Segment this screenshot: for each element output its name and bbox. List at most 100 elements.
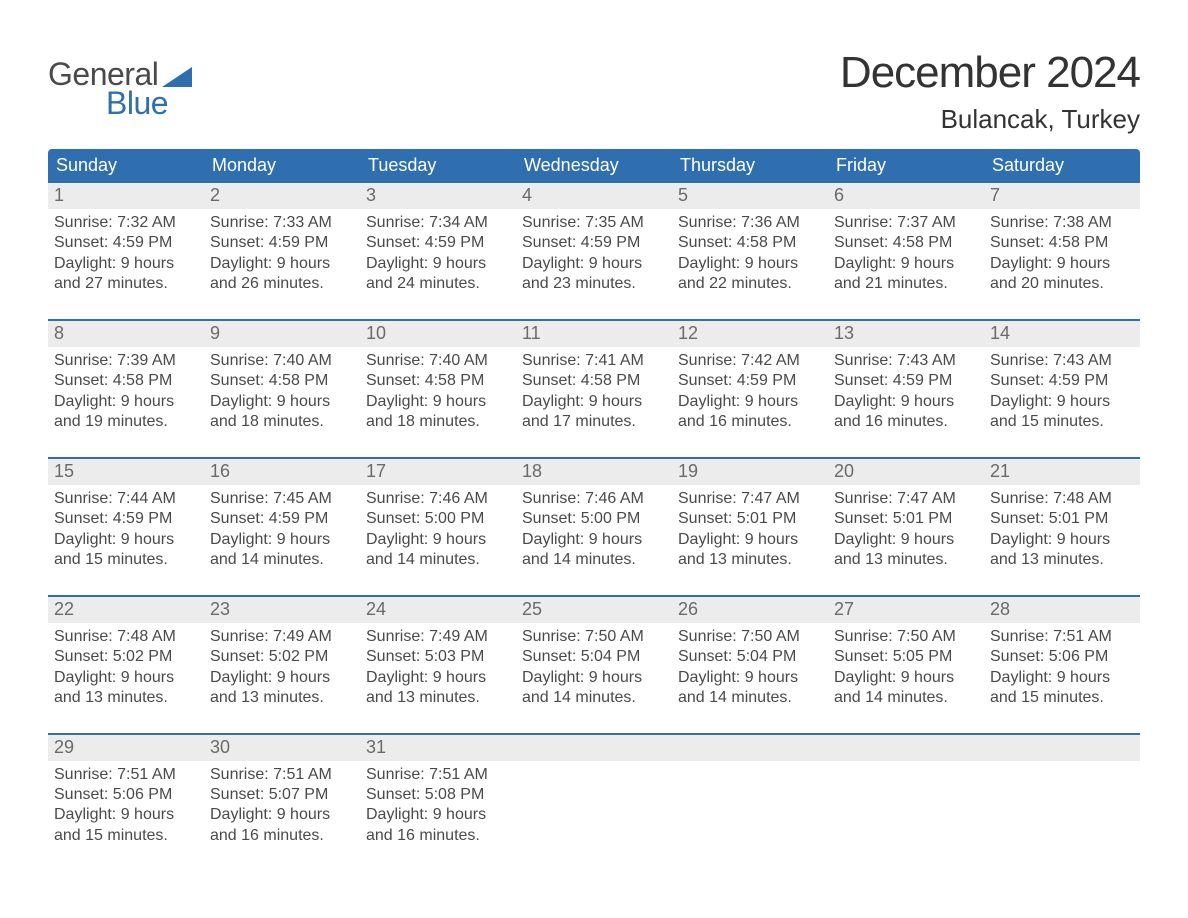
daylight-text: Daylight: 9 hours [210, 392, 354, 412]
sunrise-text: Sunrise: 7:35 AM [522, 213, 666, 233]
sunset-text: Sunset: 4:59 PM [990, 371, 1134, 391]
sunrise-text: Sunrise: 7:50 AM [522, 627, 666, 647]
daylight-text: and 19 minutes. [54, 412, 198, 432]
calendar-day-cell: 19Sunrise: 7:47 AMSunset: 5:01 PMDayligh… [672, 459, 828, 571]
sunset-text: Sunset: 4:58 PM [366, 371, 510, 391]
calendar-week-row: 1Sunrise: 7:32 AMSunset: 4:59 PMDaylight… [48, 183, 1140, 295]
sunrise-text: Sunrise: 7:43 AM [834, 351, 978, 371]
daylight-text: Daylight: 9 hours [990, 668, 1134, 688]
calendar-day-cell: 4Sunrise: 7:35 AMSunset: 4:59 PMDaylight… [516, 183, 672, 295]
day-details: Sunrise: 7:37 AMSunset: 4:58 PMDaylight:… [828, 209, 984, 295]
day-number: 24 [360, 597, 516, 623]
daylight-text: Daylight: 9 hours [366, 805, 510, 825]
weekday-header: Sunday [48, 149, 204, 183]
day-details: Sunrise: 7:39 AMSunset: 4:58 PMDaylight:… [48, 347, 204, 433]
calendar-day-cell: 2Sunrise: 7:33 AMSunset: 4:59 PMDaylight… [204, 183, 360, 295]
daylight-text: Daylight: 9 hours [678, 254, 822, 274]
sunset-text: Sunset: 4:59 PM [210, 233, 354, 253]
calendar-day-cell: 16Sunrise: 7:45 AMSunset: 4:59 PMDayligh… [204, 459, 360, 571]
daylight-text: and 14 minutes. [834, 688, 978, 708]
header: General Blue December 2024 Bulancak, Tur… [48, 48, 1140, 135]
calendar-day-cell: 15Sunrise: 7:44 AMSunset: 4:59 PMDayligh… [48, 459, 204, 571]
day-number: 16 [204, 459, 360, 485]
day-number: 17 [360, 459, 516, 485]
day-number: 2 [204, 183, 360, 209]
sunset-text: Sunset: 5:06 PM [990, 647, 1134, 667]
sunrise-text: Sunrise: 7:40 AM [366, 351, 510, 371]
calendar-day-cell [516, 735, 672, 847]
day-number [984, 735, 1140, 761]
day-details: Sunrise: 7:35 AMSunset: 4:59 PMDaylight:… [516, 209, 672, 295]
calendar-day-cell: 24Sunrise: 7:49 AMSunset: 5:03 PMDayligh… [360, 597, 516, 709]
daylight-text: Daylight: 9 hours [522, 668, 666, 688]
calendar-week-row: 8Sunrise: 7:39 AMSunset: 4:58 PMDaylight… [48, 319, 1140, 433]
day-details: Sunrise: 7:45 AMSunset: 4:59 PMDaylight:… [204, 485, 360, 571]
day-number: 11 [516, 321, 672, 347]
daylight-text: Daylight: 9 hours [366, 668, 510, 688]
sunrise-text: Sunrise: 7:39 AM [54, 351, 198, 371]
sunrise-text: Sunrise: 7:41 AM [522, 351, 666, 371]
sunrise-text: Sunrise: 7:37 AM [834, 213, 978, 233]
day-details: Sunrise: 7:51 AMSunset: 5:06 PMDaylight:… [48, 761, 204, 847]
calendar-day-cell: 17Sunrise: 7:46 AMSunset: 5:00 PMDayligh… [360, 459, 516, 571]
location-label: Bulancak, Turkey [840, 104, 1140, 135]
calendar-day-cell: 26Sunrise: 7:50 AMSunset: 5:04 PMDayligh… [672, 597, 828, 709]
sunset-text: Sunset: 5:02 PM [54, 647, 198, 667]
sunset-text: Sunset: 4:59 PM [54, 233, 198, 253]
calendar-day-cell: 6Sunrise: 7:37 AMSunset: 4:58 PMDaylight… [828, 183, 984, 295]
daylight-text: Daylight: 9 hours [210, 530, 354, 550]
day-details: Sunrise: 7:42 AMSunset: 4:59 PMDaylight:… [672, 347, 828, 433]
weekday-header: Thursday [672, 149, 828, 183]
daylight-text: and 13 minutes. [678, 550, 822, 570]
sunset-text: Sunset: 5:06 PM [54, 785, 198, 805]
daylight-text: Daylight: 9 hours [678, 530, 822, 550]
logo-word-blue: Blue [106, 85, 168, 122]
sunrise-text: Sunrise: 7:45 AM [210, 489, 354, 509]
day-details: Sunrise: 7:51 AMSunset: 5:07 PMDaylight:… [204, 761, 360, 847]
calendar-day-cell: 5Sunrise: 7:36 AMSunset: 4:58 PMDaylight… [672, 183, 828, 295]
sunset-text: Sunset: 5:04 PM [678, 647, 822, 667]
weekday-header-row: Sunday Monday Tuesday Wednesday Thursday… [48, 149, 1140, 183]
sunrise-text: Sunrise: 7:49 AM [366, 627, 510, 647]
day-number: 20 [828, 459, 984, 485]
calendar-week-row: 15Sunrise: 7:44 AMSunset: 4:59 PMDayligh… [48, 457, 1140, 571]
daylight-text: and 13 minutes. [54, 688, 198, 708]
sunset-text: Sunset: 4:59 PM [678, 371, 822, 391]
sunrise-text: Sunrise: 7:47 AM [834, 489, 978, 509]
title-block: December 2024 Bulancak, Turkey [840, 48, 1140, 135]
daylight-text: and 20 minutes. [990, 274, 1134, 294]
calendar-day-cell: 28Sunrise: 7:51 AMSunset: 5:06 PMDayligh… [984, 597, 1140, 709]
sunset-text: Sunset: 5:05 PM [834, 647, 978, 667]
daylight-text: and 13 minutes. [366, 688, 510, 708]
calendar-day-cell: 14Sunrise: 7:43 AMSunset: 4:59 PMDayligh… [984, 321, 1140, 433]
day-details: Sunrise: 7:40 AMSunset: 4:58 PMDaylight:… [204, 347, 360, 433]
day-number: 15 [48, 459, 204, 485]
daylight-text: and 23 minutes. [522, 274, 666, 294]
page-title: December 2024 [840, 48, 1140, 98]
day-details: Sunrise: 7:34 AMSunset: 4:59 PMDaylight:… [360, 209, 516, 295]
day-number: 29 [48, 735, 204, 761]
day-details: Sunrise: 7:50 AMSunset: 5:04 PMDaylight:… [672, 623, 828, 709]
sunset-text: Sunset: 5:08 PM [366, 785, 510, 805]
daylight-text: Daylight: 9 hours [54, 254, 198, 274]
calendar-day-cell: 25Sunrise: 7:50 AMSunset: 5:04 PMDayligh… [516, 597, 672, 709]
day-details: Sunrise: 7:50 AMSunset: 5:04 PMDaylight:… [516, 623, 672, 709]
sunrise-text: Sunrise: 7:51 AM [366, 765, 510, 785]
sunset-text: Sunset: 5:00 PM [522, 509, 666, 529]
sunrise-text: Sunrise: 7:36 AM [678, 213, 822, 233]
day-details: Sunrise: 7:46 AMSunset: 5:00 PMDaylight:… [516, 485, 672, 571]
sunrise-text: Sunrise: 7:48 AM [990, 489, 1134, 509]
daylight-text: Daylight: 9 hours [210, 668, 354, 688]
daylight-text: and 13 minutes. [210, 688, 354, 708]
day-details: Sunrise: 7:32 AMSunset: 4:59 PMDaylight:… [48, 209, 204, 295]
sunset-text: Sunset: 4:58 PM [834, 233, 978, 253]
day-number: 22 [48, 597, 204, 623]
day-details: Sunrise: 7:49 AMSunset: 5:02 PMDaylight:… [204, 623, 360, 709]
sunset-text: Sunset: 5:01 PM [678, 509, 822, 529]
day-details: Sunrise: 7:44 AMSunset: 4:59 PMDaylight:… [48, 485, 204, 571]
day-details: Sunrise: 7:50 AMSunset: 5:05 PMDaylight:… [828, 623, 984, 709]
daylight-text: and 27 minutes. [54, 274, 198, 294]
daylight-text: Daylight: 9 hours [522, 392, 666, 412]
day-details: Sunrise: 7:47 AMSunset: 5:01 PMDaylight:… [828, 485, 984, 571]
calendar: Sunday Monday Tuesday Wednesday Thursday… [48, 149, 1140, 846]
